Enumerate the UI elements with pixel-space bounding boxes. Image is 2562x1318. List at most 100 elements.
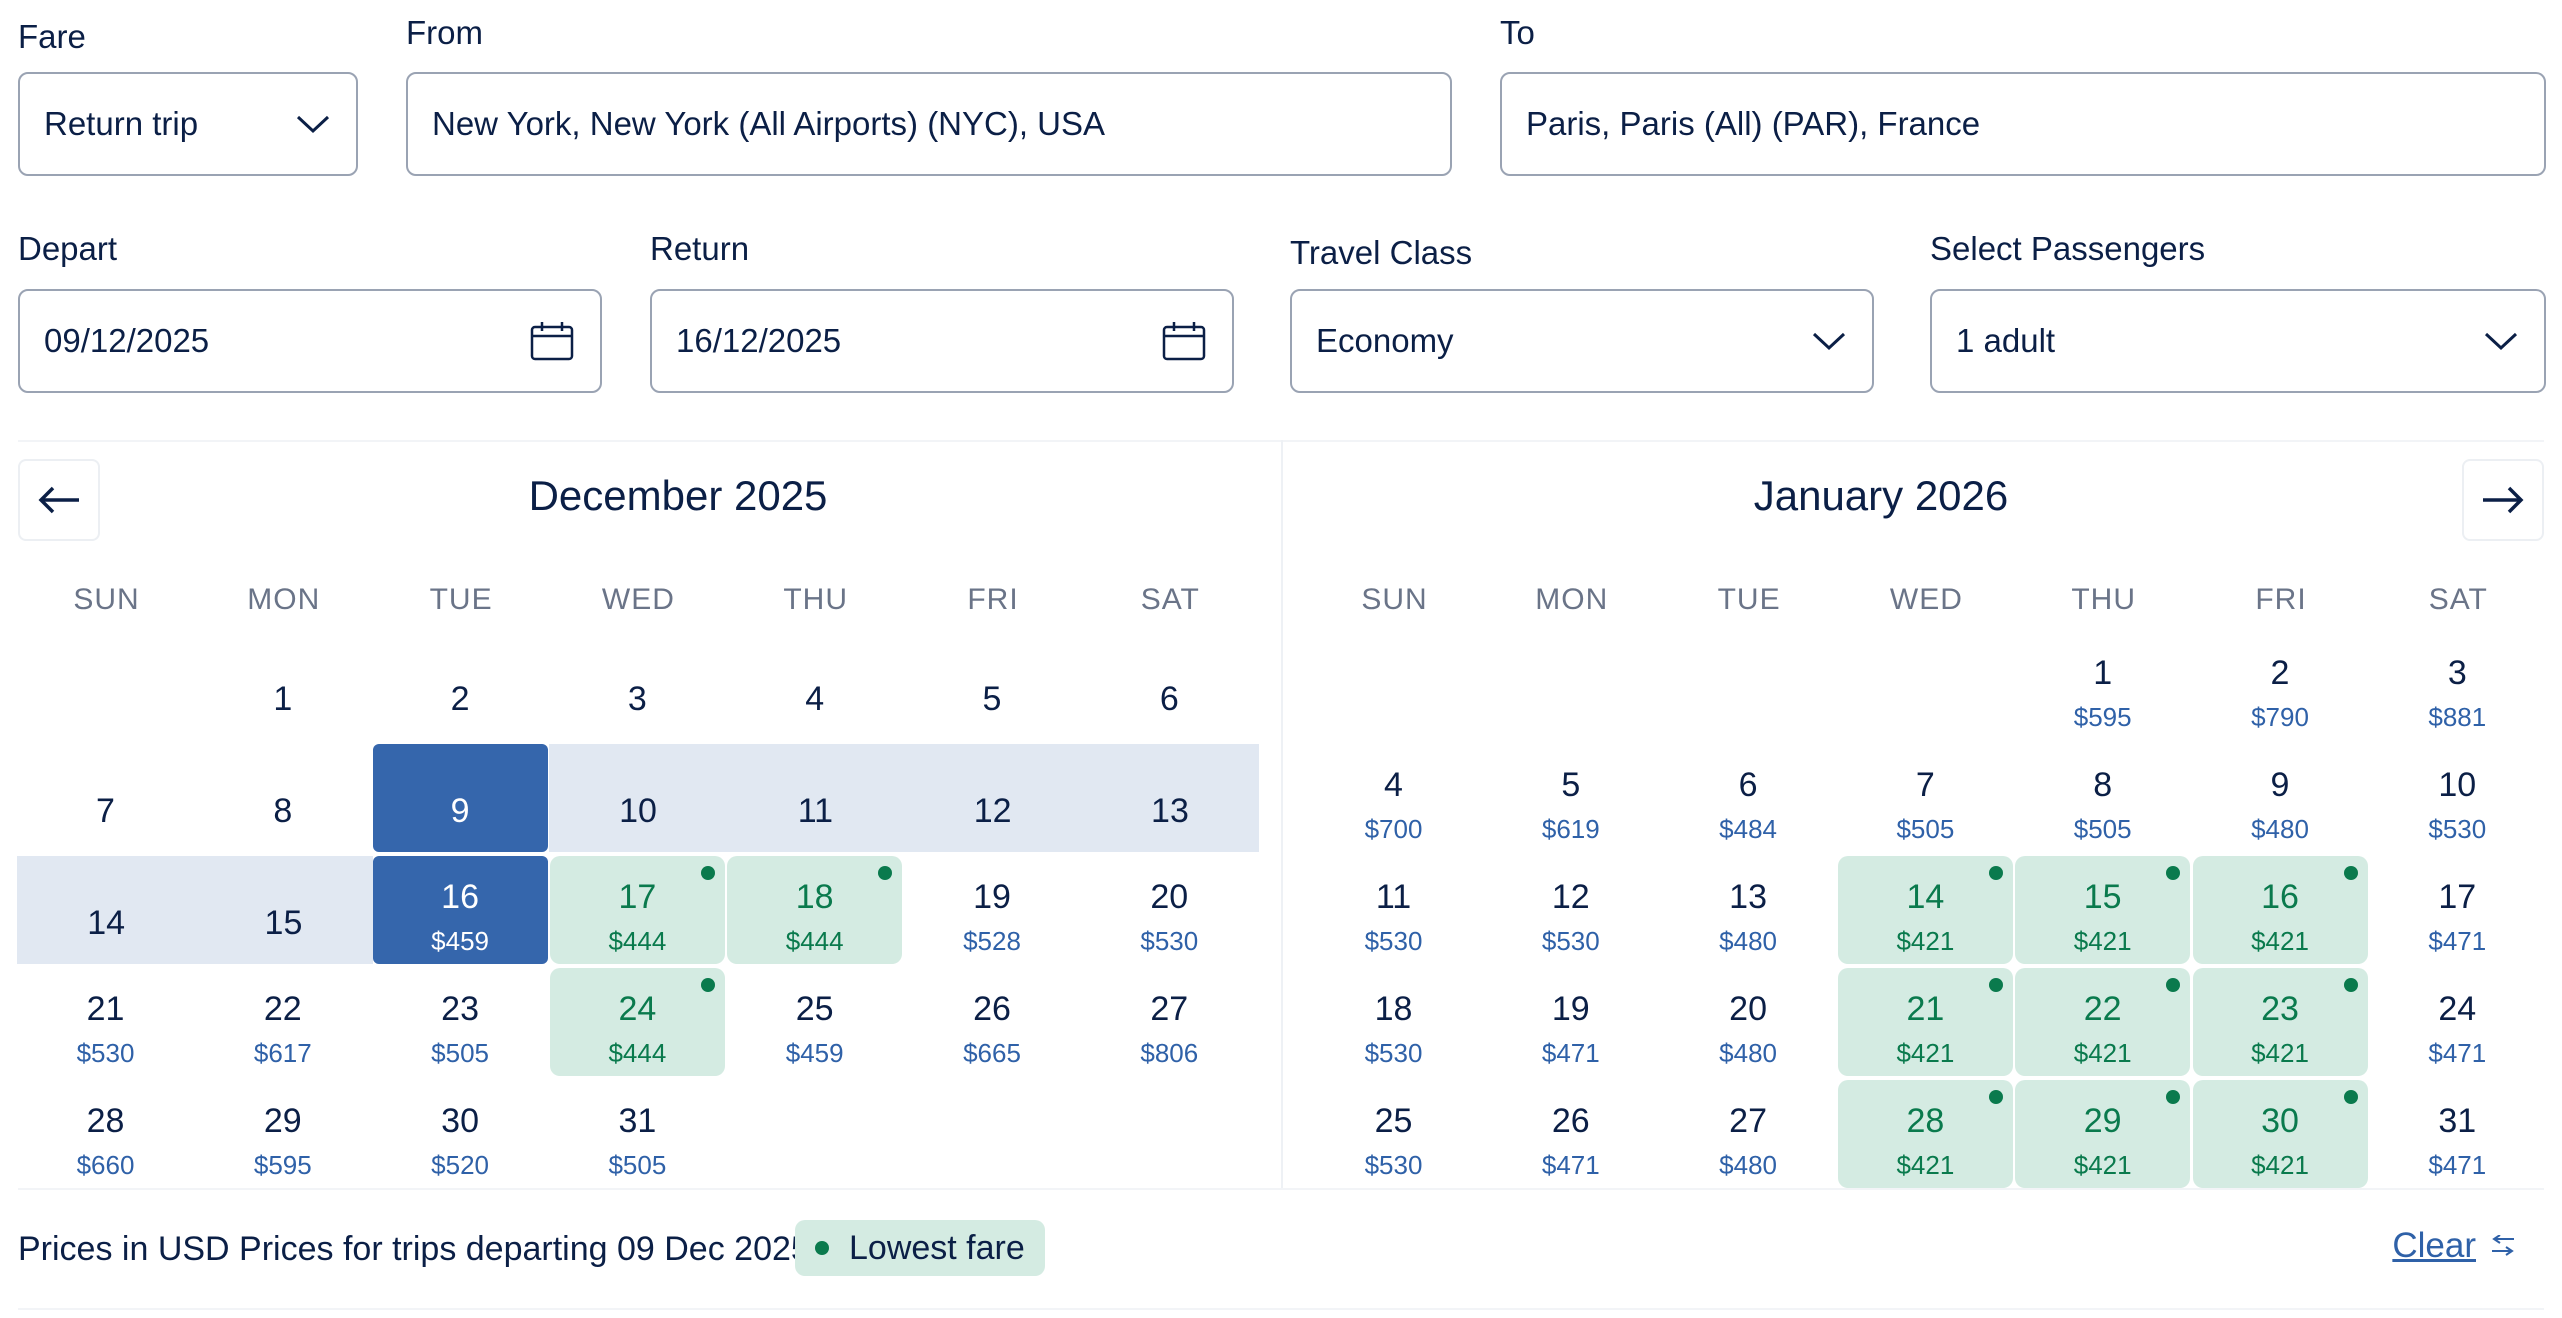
calendar-day[interactable]: 24 $471 [2370, 968, 2545, 1076]
from-input[interactable]: New York, New York (All Airports) (NYC),… [406, 72, 1452, 176]
calendar-day[interactable]: 18 $530 [1306, 968, 1481, 1076]
calendar-day[interactable]: 12 $530 [1483, 856, 1658, 964]
day-number: 3 [627, 680, 647, 718]
calendar-day[interactable]: 20 $530 [1082, 856, 1257, 964]
calendar-day[interactable]: 2 [373, 632, 548, 740]
day-number: 16 [441, 878, 479, 916]
calendar-day[interactable]: 5 $619 [1483, 744, 1658, 852]
calendar-day[interactable]: 28 $660 [18, 1080, 193, 1188]
calendar-day[interactable]: 4 $700 [1306, 744, 1481, 852]
day-number: 28 [86, 1102, 125, 1140]
calendar-day[interactable]: 9 $480 [2193, 744, 2368, 852]
day-price: $421 [2251, 1150, 2309, 1180]
day-number: 14 [1906, 878, 1945, 916]
calendar-day[interactable]: 19 $528 [905, 856, 1080, 964]
calendar-day[interactable]: 19 $471 [1483, 968, 1658, 1076]
calendar-day[interactable]: 17 $444 [549, 856, 725, 964]
calendar-day[interactable]: 8 [195, 744, 370, 852]
calendar-day[interactable]: 21 $530 [18, 968, 193, 1076]
calendar-day[interactable]: 8 $505 [2015, 744, 2190, 852]
return-date-input[interactable]: 16/12/2025 [650, 289, 1234, 393]
calendar-day[interactable]: 14 $421 [1837, 856, 2013, 964]
calendar-day[interactable]: 31 $471 [2370, 1080, 2545, 1188]
calendar-day[interactable]: 6 [1082, 632, 1257, 740]
lowest-fare-dot-icon [815, 1241, 829, 1255]
calendar-day[interactable]: 2 $790 [2193, 632, 2368, 740]
calendar-day[interactable]: 16 $459 [372, 856, 548, 964]
prev-month-button[interactable] [18, 459, 100, 541]
calendar-day[interactable]: 7 [18, 744, 193, 852]
calendar-day[interactable]: 10 $530 [2370, 744, 2545, 852]
day-price: $471 [2428, 1150, 2487, 1180]
calendar-day[interactable]: 11 [726, 744, 905, 852]
calendar-day[interactable]: 16 $421 [2192, 856, 2368, 964]
calendar-day[interactable]: 29 $421 [2015, 1080, 2191, 1188]
day-number: 18 [1374, 990, 1413, 1028]
from-label: From [406, 14, 483, 51]
price-note: Prices in USD Prices for trips departing… [18, 1230, 810, 1268]
calendar-day[interactable]: 15 $421 [2015, 856, 2191, 964]
calendar-day[interactable]: 17 $471 [2370, 856, 2545, 964]
calendar-day[interactable]: 30 $421 [2192, 1080, 2368, 1188]
day-price: $471 [1541, 1038, 1600, 1068]
calendar-day[interactable]: 26 $665 [905, 968, 1080, 1076]
calendar-day[interactable]: 22 $617 [195, 968, 370, 1076]
day-number: 1 [273, 680, 293, 718]
fare-select[interactable]: Return trip [18, 72, 358, 176]
calendar-day[interactable]: 21 $421 [1837, 968, 2013, 1076]
calendar-day[interactable]: 5 [905, 632, 1080, 740]
day-price: $530 [1364, 1038, 1423, 1068]
calendar-day[interactable]: 30 $520 [373, 1080, 548, 1188]
calendar-day[interactable]: 13 $480 [1661, 856, 1836, 964]
calendar-day[interactable]: 1 [195, 632, 370, 740]
calendar-icon[interactable] [530, 321, 574, 361]
passengers-select[interactable]: 1 adult [1930, 289, 2546, 393]
to-input[interactable]: Paris, Paris (All) (PAR), France [1500, 72, 2546, 176]
day-price: $505 [1896, 814, 1955, 844]
travel-class-select[interactable]: Economy [1290, 289, 1874, 393]
next-month-button[interactable] [2462, 459, 2544, 541]
day-number: 9 [2270, 766, 2290, 804]
calendar-day[interactable]: 18 $444 [727, 856, 903, 964]
day-number: 4 [805, 680, 825, 718]
calendar-day[interactable]: 10 [548, 744, 728, 852]
day-price: $700 [1364, 814, 1423, 844]
day-price: $806 [1140, 1038, 1199, 1068]
calendar-day[interactable]: 7 $505 [1838, 744, 2013, 852]
calendar-day[interactable]: 1 $595 [2015, 632, 2190, 740]
calendar-day[interactable]: 25 $459 [727, 968, 902, 1076]
calendar-day[interactable]: 3 $881 [2370, 632, 2545, 740]
day-number: 31 [2438, 1102, 2477, 1140]
calendar-day[interactable]: 31 $505 [550, 1080, 725, 1188]
calendar-day[interactable]: 22 $421 [2015, 968, 2191, 1076]
chevron-down-icon [296, 114, 330, 134]
day-price: $530 [1364, 1150, 1423, 1180]
calendar-day[interactable]: 29 $595 [195, 1080, 370, 1188]
calendar-day[interactable]: 6 $484 [1661, 744, 1836, 852]
calendar-day[interactable]: 28 $421 [1837, 1080, 2013, 1188]
calendar-day[interactable]: 3 [550, 632, 725, 740]
calendar-day[interactable]: 24 $444 [549, 968, 725, 1076]
calendar-day[interactable]: 27 $806 [1082, 968, 1257, 1076]
day-price: $505 [431, 1038, 490, 1068]
calendar-day[interactable]: 9 [372, 744, 548, 852]
calendar-day[interactable]: 26 $471 [1483, 1080, 1658, 1188]
depart-date-input[interactable]: 09/12/2025 [18, 289, 602, 393]
calendar-day[interactable]: 20 $480 [1661, 968, 1836, 1076]
calendar-day[interactable]: 14 [17, 856, 196, 964]
calendar-icon[interactable] [1162, 321, 1206, 361]
day-price: $421 [1896, 926, 1955, 956]
calendar-day[interactable]: 12 [903, 744, 1082, 852]
clear-button[interactable]: Clear [2392, 1226, 2516, 1266]
calendar-day[interactable]: 23 $505 [373, 968, 548, 1076]
calendar-day[interactable]: 4 [727, 632, 902, 740]
calendar-day[interactable]: 11 $530 [1306, 856, 1481, 964]
calendar-day[interactable]: 27 $480 [1661, 1080, 1836, 1188]
lowest-fare-dot-icon [2343, 1090, 2358, 1104]
calendar-day[interactable]: 13 [1080, 744, 1260, 852]
day-price: $505 [608, 1150, 667, 1180]
calendar-day[interactable]: 23 $421 [2192, 968, 2368, 1076]
calendar-day[interactable]: 15 [194, 856, 373, 964]
calendar-day[interactable]: 25 $530 [1306, 1080, 1481, 1188]
lowest-fare-dot-icon [2343, 866, 2358, 880]
